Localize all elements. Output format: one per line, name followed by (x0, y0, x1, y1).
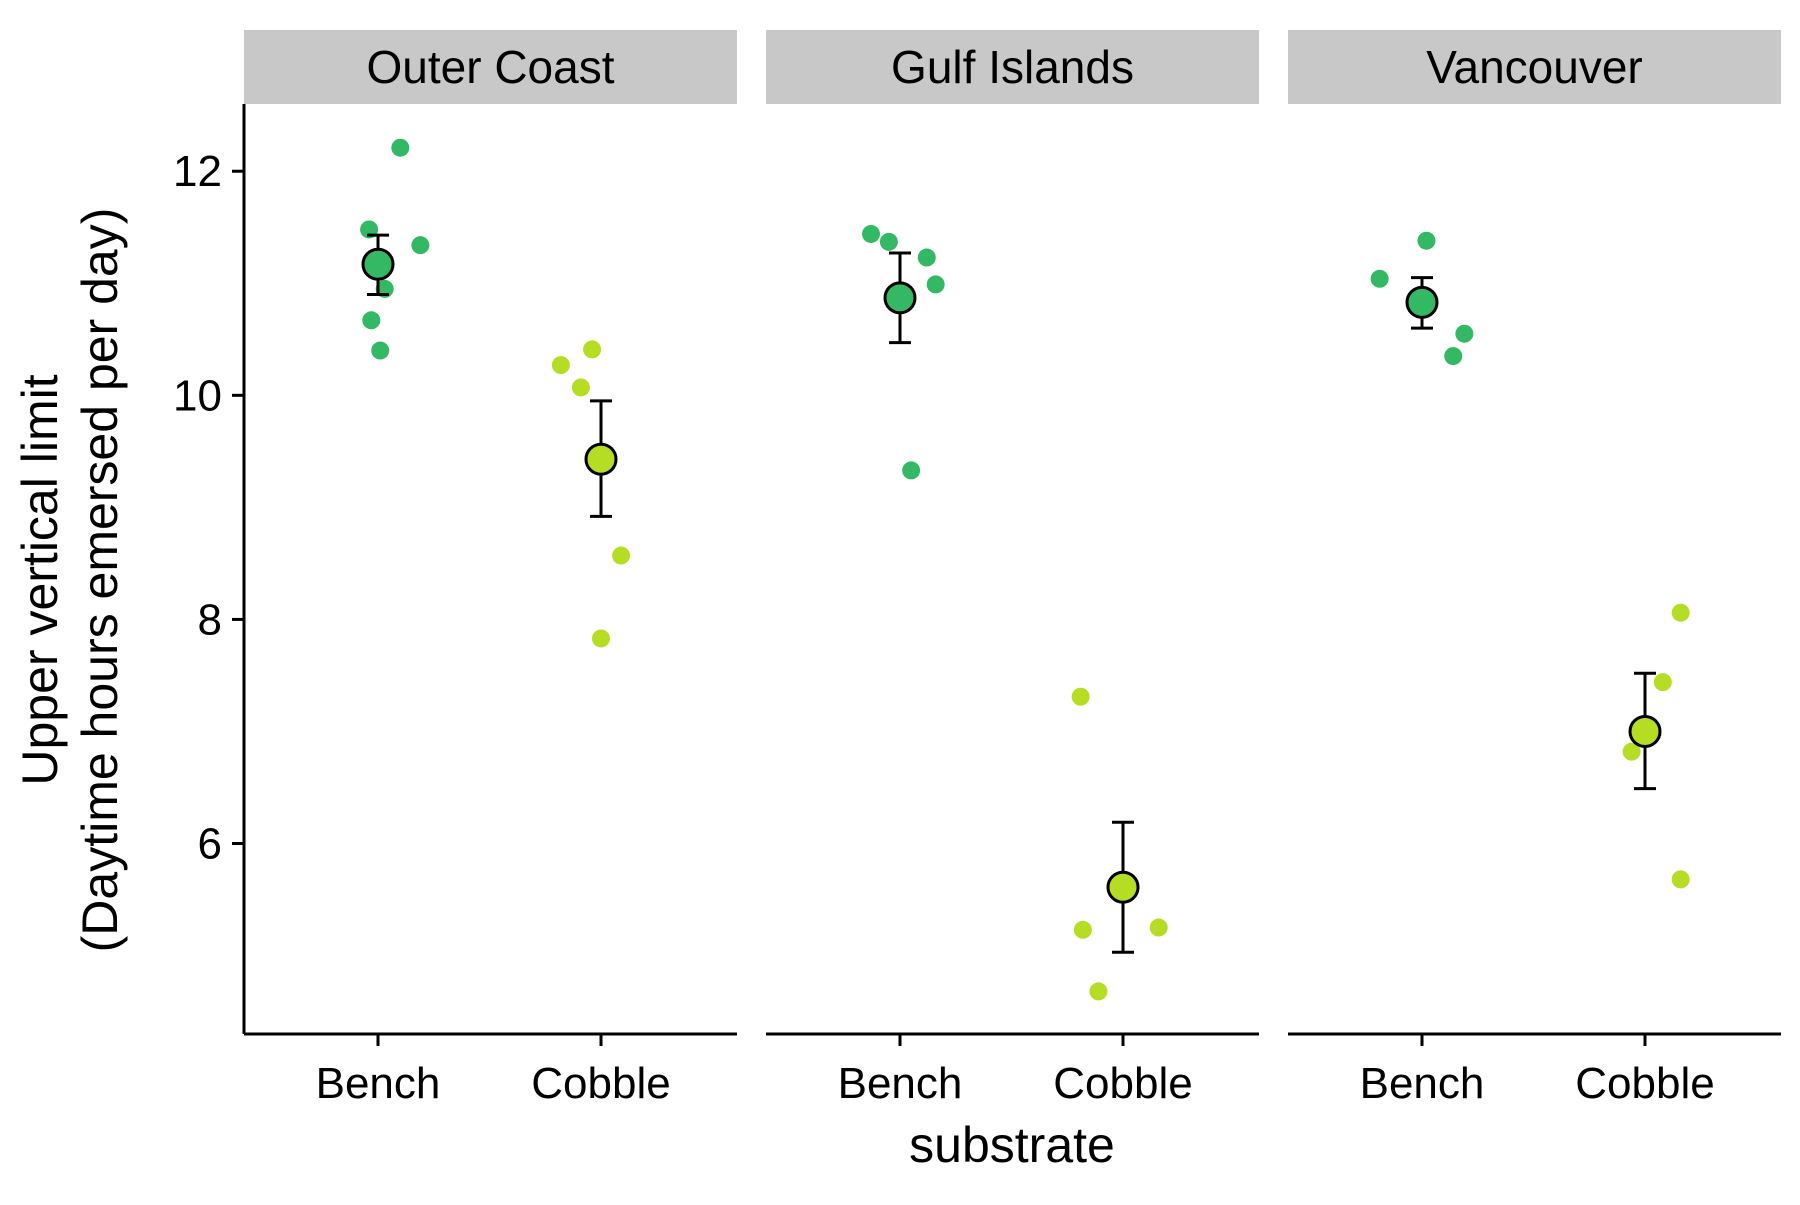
data-point (1653, 673, 1672, 692)
data-point (862, 224, 881, 243)
mean-point (1405, 285, 1439, 319)
x-tick-label: Cobble (1575, 1059, 1714, 1108)
data-point (926, 275, 945, 294)
data-point (592, 629, 610, 648)
data-point (879, 232, 898, 251)
mean-point (1628, 714, 1662, 748)
data-point (1455, 324, 1474, 343)
panel-vancouver: Vancouver Bench Cobble (1288, 30, 1781, 1108)
x-tick-label: Cobble (1053, 1059, 1192, 1108)
data-point (1671, 603, 1690, 622)
data-point (371, 341, 390, 360)
data-point (612, 546, 631, 565)
data-point (551, 356, 570, 375)
data-point (571, 378, 590, 397)
data-point (411, 236, 430, 255)
y-tick-label: 10 (173, 371, 222, 420)
data-point (362, 311, 381, 330)
mean-point (883, 281, 917, 315)
facet-strip (244, 30, 737, 104)
y-tick-label: 6 (198, 820, 222, 869)
x-tick-label: Bench (838, 1059, 963, 1108)
facet-strip (1288, 30, 1781, 104)
mean-point (361, 247, 395, 281)
x-tick-label: Bench (1360, 1059, 1485, 1108)
plot-layer: Outer Coast Bench Cobble 6 8 10 12 Gulf Islands… (173, 30, 1781, 1108)
x-axis-title: substrate (909, 1117, 1115, 1173)
mean-point (584, 442, 618, 476)
mean-point (1106, 870, 1140, 904)
data-point (917, 248, 936, 267)
facet-strip-label: Outer Coast (367, 41, 615, 93)
data-point (1622, 742, 1641, 761)
data-point (1417, 231, 1436, 250)
y-axis-title-line-2: (Daytime hours emersed per day) (72, 208, 128, 953)
x-tick-label: Bench (316, 1059, 441, 1108)
data-point (583, 340, 602, 359)
data-point (902, 461, 921, 480)
data-point (1370, 269, 1389, 288)
data-point (1149, 918, 1168, 937)
facet-strip-label: Vancouver (1426, 41, 1643, 93)
data-point (1073, 920, 1092, 939)
data-point (391, 138, 410, 157)
facet-strip (766, 30, 1259, 104)
data-point (1071, 687, 1090, 706)
data-point (1444, 347, 1463, 366)
panel-outer-coast: Outer Coast Bench Cobble 6 8 10 12 (173, 30, 737, 1108)
facet-strip-label: Gulf Islands (891, 41, 1134, 93)
data-point (1089, 982, 1108, 1001)
panel-gulf-islands: Gulf Islands Bench Cobble (766, 30, 1259, 1108)
y-tick-label: 8 (198, 595, 222, 644)
data-point (1671, 870, 1690, 889)
x-tick-label: Cobble (531, 1059, 670, 1108)
y-axis-title-line-1: Upper vertical limit (12, 374, 68, 785)
y-tick-label: 12 (173, 147, 222, 196)
